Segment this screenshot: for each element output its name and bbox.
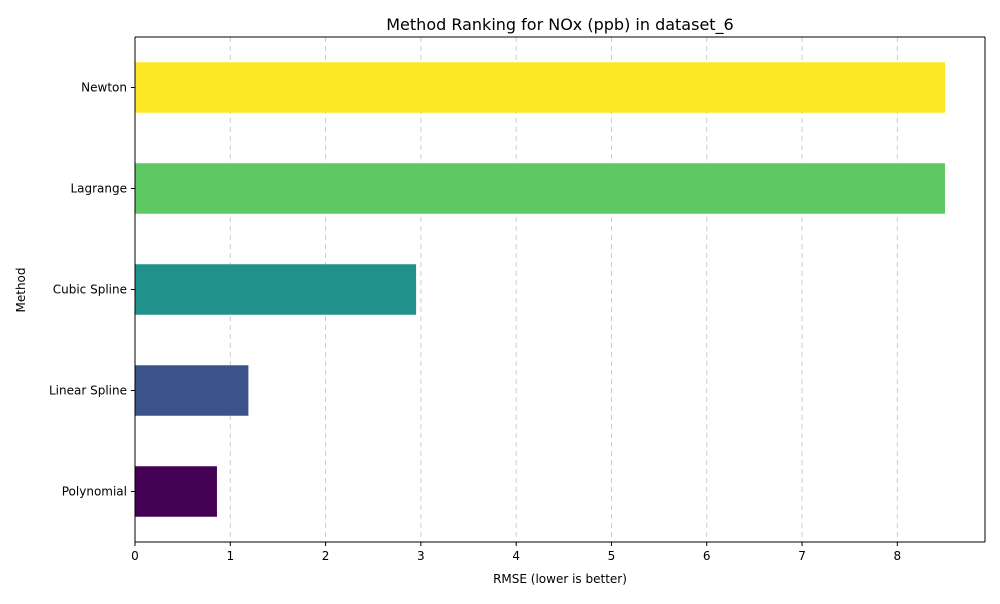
x-tick-label: 6 — [703, 549, 711, 563]
x-tick-label: 1 — [226, 549, 234, 563]
x-tick-layer: 0 1 2 3 4 5 6 7 8 — [131, 542, 901, 563]
bar-polynomial — [135, 466, 217, 517]
x-tick-label: 5 — [608, 549, 616, 563]
bar-layer — [135, 62, 945, 517]
x-tick-label: 7 — [798, 549, 806, 563]
x-tick-label: 4 — [512, 549, 520, 563]
chart-title: Method Ranking for NOx (ppb) in dataset_… — [386, 15, 733, 35]
y-tick-label: Lagrange — [70, 182, 127, 196]
x-axis-label: RMSE (lower is better) — [493, 572, 627, 586]
x-tick-label: 2 — [322, 549, 330, 563]
x-tick-label: 0 — [131, 549, 139, 563]
y-tick-layer: Polynomial Linear Spline Cubic Spline Lagra… — [49, 81, 135, 499]
y-tick-label: Cubic Spline — [53, 283, 127, 297]
y-tick-label: Linear Spline — [49, 384, 127, 398]
bar-linear-spline — [135, 365, 249, 416]
bar-newton — [135, 62, 945, 113]
y-axis-label: Method — [14, 267, 28, 312]
x-tick-label: 3 — [417, 549, 425, 563]
bar-cubic-spline — [135, 264, 417, 315]
x-tick-label: 8 — [894, 549, 902, 563]
bar-lagrange — [135, 163, 945, 214]
y-tick-label: Polynomial — [62, 485, 127, 499]
y-tick-label: Newton — [81, 81, 127, 95]
